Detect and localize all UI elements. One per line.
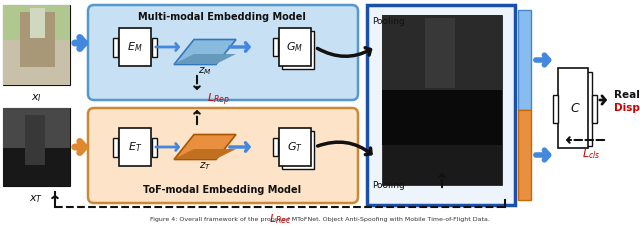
- Bar: [113, 138, 118, 156]
- Bar: [3, 5, 70, 55]
- Text: $x_I$: $x_I$: [31, 92, 42, 104]
- Bar: [382, 90, 502, 145]
- Text: Pooling: Pooling: [372, 17, 404, 26]
- Bar: [592, 95, 597, 123]
- Bar: [382, 15, 502, 95]
- Text: $L_{Rec}$: $L_{Rec}$: [269, 212, 291, 226]
- Text: $L_{cls}$: $L_{cls}$: [582, 147, 600, 161]
- Text: $z_M$: $z_M$: [198, 65, 212, 77]
- Bar: [30, 8, 45, 38]
- Bar: [273, 38, 278, 56]
- Text: ToF-modal Embedding Model: ToF-modal Embedding Model: [143, 185, 301, 195]
- Text: $E_T$: $E_T$: [128, 140, 142, 154]
- Polygon shape: [174, 135, 236, 160]
- Polygon shape: [174, 39, 236, 64]
- Bar: [367, 5, 515, 205]
- Bar: [152, 138, 157, 156]
- Polygon shape: [174, 149, 236, 159]
- Bar: [279, 128, 311, 166]
- Bar: [119, 28, 151, 66]
- Bar: [382, 15, 502, 185]
- Bar: [518, 110, 531, 200]
- Text: $G_M$: $G_M$: [287, 40, 303, 54]
- Bar: [425, 18, 455, 88]
- Bar: [113, 37, 118, 57]
- Text: $C$: $C$: [570, 101, 580, 114]
- Bar: [273, 138, 278, 155]
- Bar: [25, 115, 45, 165]
- FancyBboxPatch shape: [88, 108, 358, 203]
- Text: Multi-modal Embedding Model: Multi-modal Embedding Model: [138, 12, 306, 22]
- Bar: [562, 72, 592, 146]
- Polygon shape: [174, 54, 236, 64]
- Bar: [3, 108, 70, 148]
- Text: Real?: Real?: [614, 90, 640, 100]
- Text: Pooling: Pooling: [372, 181, 404, 190]
- Text: $G_T$: $G_T$: [287, 140, 303, 154]
- Bar: [3, 148, 70, 186]
- Text: Figure 4: Overall framework of the proposed MToFNet. Object Anti-Spoofing with M: Figure 4: Overall framework of the propo…: [150, 217, 490, 222]
- Bar: [3, 40, 70, 85]
- Bar: [119, 128, 151, 166]
- Text: Display?: Display?: [614, 103, 640, 113]
- Text: $z_T$: $z_T$: [199, 160, 211, 172]
- Bar: [152, 37, 157, 57]
- Bar: [518, 10, 531, 110]
- Text: $E_M$: $E_M$: [127, 40, 143, 54]
- Bar: [558, 68, 588, 148]
- Text: $L_{Rep}$: $L_{Rep}$: [207, 92, 230, 108]
- Bar: [553, 95, 558, 123]
- Bar: [3, 5, 70, 85]
- Bar: [282, 31, 314, 69]
- FancyBboxPatch shape: [88, 5, 358, 100]
- Text: $x_T$: $x_T$: [29, 193, 43, 205]
- Bar: [279, 28, 311, 66]
- Bar: [3, 108, 70, 186]
- Bar: [282, 131, 314, 169]
- Bar: [20, 12, 55, 67]
